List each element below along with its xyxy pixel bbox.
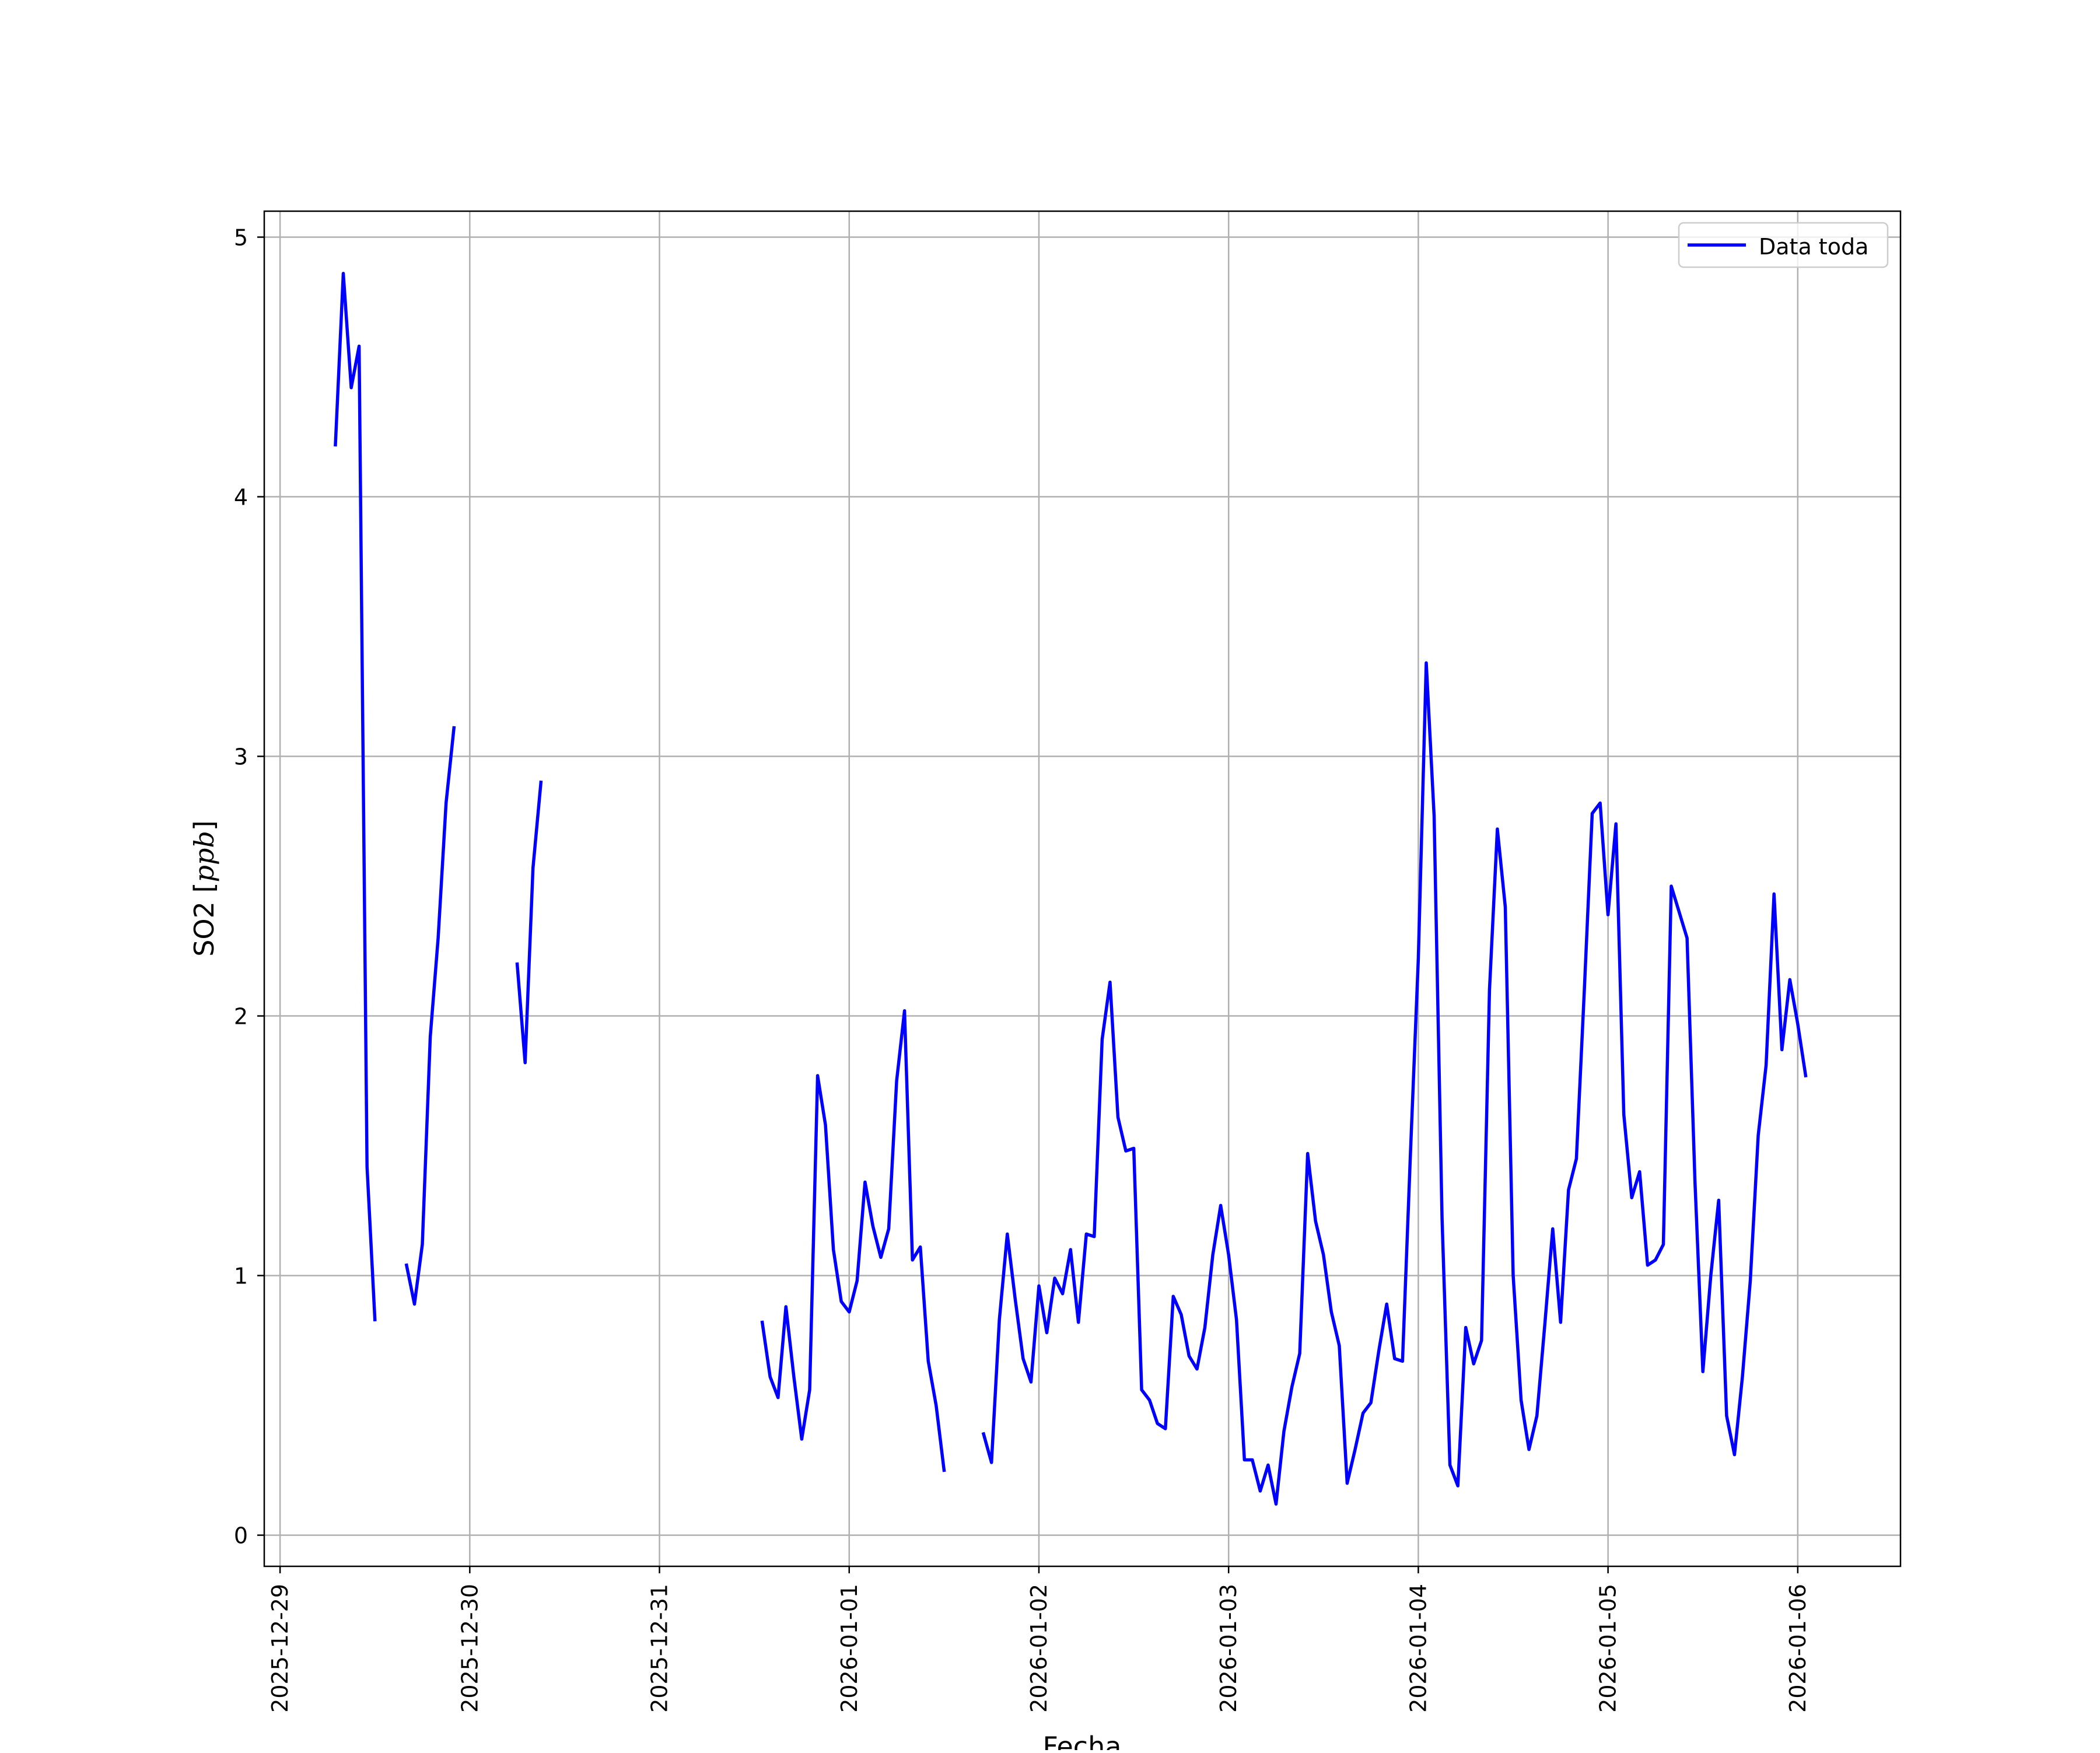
series-line-0 <box>334 272 1808 1506</box>
x-axis-label: Fecha <box>1043 1731 1122 1750</box>
x-tick-label-2: 2025-12-31 <box>647 1584 673 1713</box>
y-axis-label-text: SO2 [ <box>188 883 220 957</box>
x-tick-label-3: 2026-01-01 <box>836 1584 862 1713</box>
x-tick-label-0: 2025-12-29 <box>267 1584 293 1713</box>
x-tick-label-5: 2026-01-03 <box>1216 1584 1241 1713</box>
y-tick-label-5: 5 <box>234 225 248 251</box>
y-tick-label-4: 4 <box>234 485 248 510</box>
x-tick-label-6: 2026-01-04 <box>1405 1584 1431 1713</box>
y-tick-label-1: 1 <box>234 1264 248 1289</box>
x-tick-label-7: 2026-01-05 <box>1595 1584 1621 1713</box>
legend: Data toda <box>1678 222 1889 268</box>
y-tick-label-2: 2 <box>234 1004 248 1030</box>
series-layer <box>334 272 1808 1506</box>
y-tick-label-0: 0 <box>234 1523 248 1549</box>
plot-area-frame <box>263 210 1902 1567</box>
x-tick-label-4: 2026-01-02 <box>1026 1584 1052 1713</box>
x-tick-label-8: 2026-01-06 <box>1785 1584 1811 1713</box>
y-axis-label-unit: ppb <box>188 831 220 882</box>
y-axis: 0 1 2 3 4 5 <box>234 225 264 1549</box>
x-axis: 2025-12-29 2025-12-30 2025-12-31 2026-01-01… <box>267 1566 1811 1713</box>
y-axis-label-close: ] <box>188 820 220 831</box>
legend-box <box>1678 222 1889 268</box>
x-tick-label-1: 2025-12-30 <box>457 1584 482 1713</box>
y-axis-label: SO2 [ppb] <box>188 820 220 957</box>
y-tick-label-3: 3 <box>234 744 248 770</box>
legend-label-data-toda: Data toda <box>1759 234 1868 260</box>
